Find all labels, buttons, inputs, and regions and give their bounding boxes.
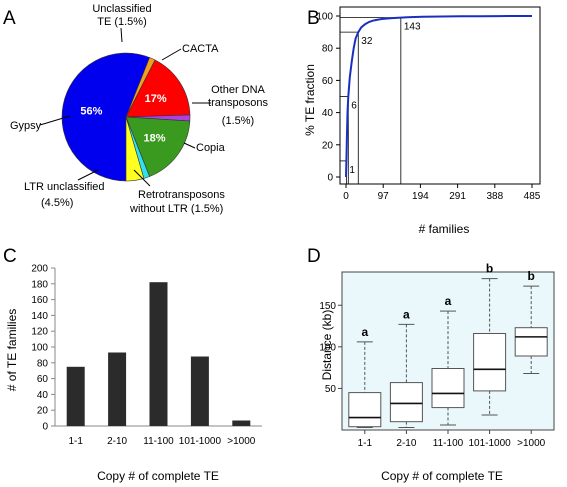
x-tick-label: 11-100: [143, 436, 174, 447]
label-ltr-2: (4.5%): [41, 197, 73, 209]
significance-letter: a: [445, 294, 452, 308]
panel-letter-a: A: [3, 8, 16, 29]
label-other-dna-3: (1.5%): [222, 115, 254, 127]
box: [348, 392, 382, 428]
bar: [108, 352, 127, 426]
pie-leader-lines: [39, 27, 211, 187]
y-tick-label: 100: [319, 342, 336, 353]
panel-letter-b: B: [307, 8, 320, 29]
line-chart: 0 20 40 60 80 100 0 97 194 291 388 485 1 6 32 143: [316, 6, 541, 202]
c-ylabel: # of TE families: [5, 309, 19, 391]
y-tick-label: 200: [31, 264, 48, 275]
x-tick-label: 1-1: [68, 436, 83, 447]
marker-label: 143: [404, 22, 421, 33]
series-line: [345, 15, 532, 178]
bar: [149, 282, 168, 426]
leader-retro: [133, 169, 151, 187]
x-tick-label: 2-10: [396, 438, 416, 449]
y-tick-label: 180: [31, 279, 48, 290]
box: [389, 382, 423, 423]
significance-letter: b: [528, 269, 535, 283]
x-tick-label: >1000: [517, 438, 546, 449]
label-retro-2: without LTR (1.5%): [129, 203, 223, 215]
d-xlabel: Copy # of complete TE: [381, 469, 503, 483]
label-cacta: CACTA: [182, 43, 219, 55]
leader-cacta: [161, 48, 182, 61]
leader-unclassified: [120, 27, 123, 43]
y-tick-label: 60: [37, 374, 49, 385]
x-tick-label: 2-10: [107, 436, 127, 447]
pie-slice-gypsy: [61, 52, 150, 182]
label-unclassified-2: TE (1.5%): [97, 16, 147, 28]
label-ltr-1: LTR unclassified: [24, 181, 105, 193]
x-tick-label: 291: [449, 191, 466, 202]
marker-label: 32: [361, 36, 373, 47]
y-tick-label: 20: [37, 406, 49, 417]
significance-letter: a: [361, 325, 368, 339]
box: [431, 368, 465, 409]
x-tick-label: 388: [486, 191, 503, 202]
y-tick-label: 150: [319, 301, 336, 312]
box: [473, 333, 507, 392]
b-xlabel: # families: [419, 222, 470, 236]
x-tick-label: >1000: [227, 436, 256, 447]
y-tick-label: 100: [31, 343, 48, 354]
x-tick-label: 11-100: [433, 438, 464, 449]
pie-pct-label: 18%: [143, 133, 165, 145]
y-tick-label: 120: [31, 327, 48, 338]
label-gypsy: Gypsy: [10, 120, 42, 132]
y-tick-label: 0: [327, 173, 333, 184]
bar: [232, 420, 251, 426]
box-chart: 50 100 150 a 1-1 a 2-10 a 11-100 b 101-1000 b >1000: [319, 262, 555, 449]
x-tick-label: 101-1000: [468, 438, 511, 449]
label-retro-1: Retrotransposons: [138, 189, 225, 201]
pie-slice-ltr-unclassified: [125, 116, 145, 182]
x-tick-label: 194: [412, 191, 429, 202]
y-tick-label: 160: [31, 295, 48, 306]
y-tick-label: 40: [37, 390, 49, 401]
x-tick-label: 0: [343, 191, 349, 202]
y-tick-label: 50: [325, 384, 337, 395]
label-other-dna-2: transposons: [208, 97, 268, 109]
pie-pct-label: 56%: [80, 105, 102, 117]
panel-letter-d: D: [307, 246, 321, 267]
y-tick-label: 0: [42, 422, 48, 433]
leader-ltr: [77, 169, 99, 181]
y-tick-label: 40: [322, 108, 334, 119]
marker-label: 1: [349, 165, 355, 176]
b-ylabel: % TE fraction: [303, 64, 317, 136]
pie-slice-copia: [125, 116, 191, 177]
y-tick-label: 80: [37, 358, 49, 369]
bar-chart: 0 20 40 60 80 100 120 140 160 180 200 1-1 2-10 11-100…: [31, 264, 262, 447]
y-tick-label: 100: [316, 12, 333, 23]
y-tick-label: 140: [31, 311, 48, 322]
x-tick-label: 1-1: [358, 438, 373, 449]
label-other-dna-1: Other DNA: [211, 84, 265, 96]
x-tick-label: 97: [378, 191, 390, 202]
y-tick-label: 80: [322, 44, 334, 55]
significance-letter: b: [486, 262, 493, 276]
c-xlabel: Copy # of complete TE: [97, 469, 219, 483]
panel-letter-c: C: [3, 246, 17, 267]
leader-gypsy: [39, 115, 71, 126]
d-ylabel: Distance (kb): [320, 310, 334, 381]
box: [514, 327, 548, 357]
leader-copia: [183, 142, 196, 149]
marker-label: 6: [351, 101, 357, 112]
x-tick-label: 101-1000: [179, 436, 222, 447]
plot-frame: [339, 6, 541, 185]
label-unclassified-1: Unclassified: [92, 3, 151, 15]
label-copia: Copia: [196, 142, 226, 154]
significance-letter: a: [403, 307, 410, 321]
pie-pct-label: 17%: [145, 93, 167, 105]
y-tick-label: 20: [322, 140, 334, 151]
bar: [66, 366, 85, 427]
pie-slice-cacta: [125, 59, 191, 118]
x-tick-label: 485: [524, 191, 541, 202]
pie-chart: 56% 17% 18%: [61, 52, 191, 182]
bar: [190, 356, 209, 426]
y-tick-label: 60: [322, 76, 334, 87]
